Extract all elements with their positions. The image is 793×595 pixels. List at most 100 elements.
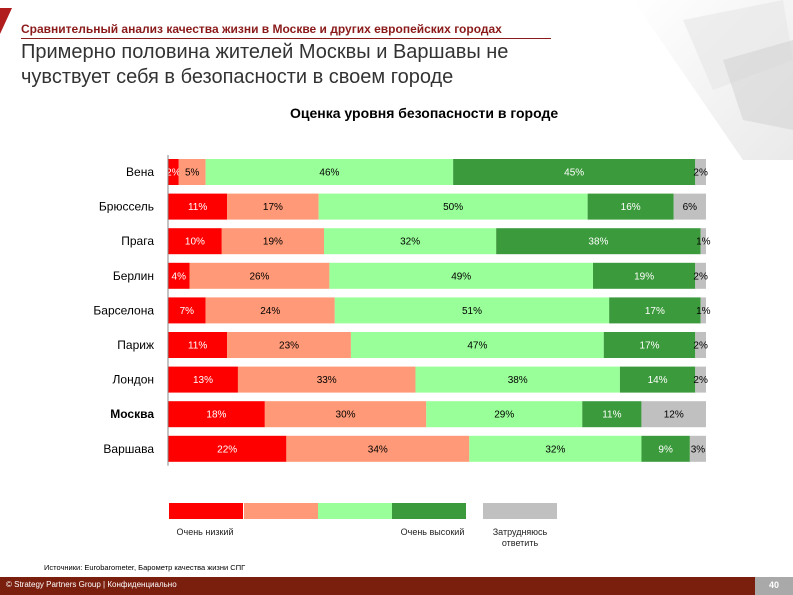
bar-segment-париж-4 (695, 332, 706, 358)
category-label-3: Берлин (113, 269, 154, 283)
bar-segment-берлин-4 (695, 262, 706, 289)
legend-label-undecided: Затрудняюсь ответить (492, 527, 548, 548)
bar-segment-берлин-1 (189, 262, 330, 289)
data-label-брюссель-1: 17% (263, 202, 283, 213)
data-label-москва-2: 29% (494, 410, 514, 421)
data-label-брюссель-2: 50% (443, 202, 463, 213)
data-label-прага-0: 10% (185, 237, 205, 248)
copyright-text: © Strategy Partners Group | Конфиденциал… (6, 580, 177, 589)
legend-swatch-high (318, 503, 392, 519)
bar-segment-париж-2 (350, 332, 604, 358)
data-label-варшава-3: 9% (658, 444, 673, 455)
bar-segment-прага-2 (324, 228, 497, 255)
data-label-лондон-1: 33% (317, 375, 337, 386)
bar-segment-брюссель-3 (587, 193, 674, 220)
bar-segment-барселона-0 (168, 297, 206, 324)
bar-segment-москва-3 (582, 401, 642, 428)
bar-segment-вена-4 (695, 159, 706, 185)
data-label-париж-1: 23% (279, 341, 299, 352)
bar-segment-лондон-4 (695, 366, 706, 393)
supertitle: Сравнительный анализ качества жизни в Мо… (21, 22, 502, 36)
data-label-прага-3: 38% (588, 237, 608, 248)
data-label-прага-4: 1% (696, 237, 711, 248)
data-label-барселона-2: 51% (462, 306, 482, 317)
legend-swatch-low (244, 503, 318, 519)
bar-segment-берлин-2 (329, 262, 594, 289)
bar-segment-барселона-2 (334, 297, 610, 324)
bar-segment-москва-2 (426, 401, 583, 428)
data-label-брюссель-3: 16% (621, 202, 641, 213)
bar-segment-москва-4 (641, 401, 706, 428)
data-label-берлин-1: 26% (249, 271, 269, 282)
data-label-прага-1: 19% (263, 237, 283, 248)
bar-segment-вена-2 (205, 159, 454, 185)
data-label-берлин-2: 49% (451, 271, 471, 282)
data-label-вена-1: 5% (185, 168, 200, 179)
data-label-берлин-4: 2% (693, 271, 708, 282)
footer-bar: © Strategy Partners Group | Конфиденциал… (0, 577, 793, 595)
data-label-москва-1: 30% (336, 410, 356, 421)
bar-segment-барселона-3 (609, 297, 701, 324)
data-label-варшава-2: 32% (545, 444, 565, 455)
bar-segment-прага-3 (496, 228, 701, 255)
data-label-лондон-2: 38% (508, 375, 528, 386)
data-label-лондон-3: 14% (648, 375, 668, 386)
bar-segment-варшава-3 (641, 435, 690, 462)
data-label-берлин-3: 19% (634, 271, 654, 282)
bar-segment-варшава-2 (469, 435, 642, 462)
bar-segment-прага-1 (221, 228, 325, 255)
bar-segment-брюссель-4 (673, 193, 706, 220)
source-note: Источники: Eurobarometer, Барометр качес… (44, 563, 246, 572)
bar-segment-лондон-3 (619, 366, 696, 393)
category-label-7: Москва (110, 407, 154, 421)
data-label-вена-4: 2% (693, 168, 708, 179)
data-label-брюссель-0: 11% (188, 202, 207, 213)
data-label-барселона-1: 24% (260, 306, 280, 317)
data-label-москва-3: 11% (602, 410, 621, 421)
bar-segment-брюссель-1 (227, 193, 319, 220)
chart-title: Оценка уровня безопасности в городе (290, 105, 559, 121)
data-label-барселона-0: 7% (180, 306, 195, 317)
bar-segment-вена-0 (168, 159, 179, 185)
bar-segment-барселона-4 (700, 297, 706, 324)
bar-segment-барселона-1 (205, 297, 335, 324)
category-label-4: Барселона (93, 303, 154, 317)
headline: Примерно половина жителей Москвы и Варша… (21, 41, 509, 88)
data-label-москва-0: 18% (206, 410, 226, 421)
legend-swatch-very-high (392, 503, 466, 519)
data-label-варшава-4: 3% (691, 444, 706, 455)
stacked-bar-chart: Вена 2% 5% 46% 45% 2% Брюссель 11% 17% 50% 16% 6% Пр… (93, 155, 711, 466)
bar-segment-лондон-0 (168, 366, 238, 393)
category-label-2: Прага (121, 234, 154, 248)
bar-segment-прага-4 (700, 228, 706, 255)
category-label-0: Вена (126, 165, 154, 179)
supertitle-divider (21, 38, 551, 39)
header-accent (0, 8, 12, 34)
data-label-париж-4: 2% (693, 341, 708, 352)
page-number: 40 (768, 580, 779, 590)
bar-segment-париж-0 (168, 332, 228, 358)
data-label-прага-2: 32% (400, 237, 420, 248)
bar-segment-варшава-4 (689, 435, 706, 462)
legend-swatch-undecided (483, 503, 557, 519)
legend-swatch-very-low (169, 503, 243, 519)
data-label-варшава-0: 22% (217, 444, 237, 455)
legend-label-very-high: Очень высокий (400, 527, 465, 537)
data-label-лондон-0: 13% (193, 375, 213, 386)
data-label-вена-2: 46% (319, 168, 339, 179)
bar-segment-варшава-0 (168, 435, 287, 462)
bar-segment-брюссель-0 (168, 193, 228, 220)
category-label-8: Варшава (103, 442, 154, 456)
page-number-badge: 40 (755, 577, 793, 595)
bar-segment-вена-1 (178, 159, 206, 185)
bar-segment-лондон-2 (415, 366, 620, 393)
data-label-берлин-0: 4% (172, 271, 187, 282)
bar-segment-берлин-3 (593, 262, 696, 289)
bar-segment-берлин-0 (168, 262, 190, 289)
data-label-париж-3: 17% (640, 341, 660, 352)
bar-segment-париж-3 (603, 332, 696, 358)
bar-segment-прага-0 (168, 228, 222, 255)
category-label-5: Париж (117, 338, 154, 352)
bar-segment-москва-1 (264, 401, 427, 428)
decorative-background-image (633, 0, 793, 160)
